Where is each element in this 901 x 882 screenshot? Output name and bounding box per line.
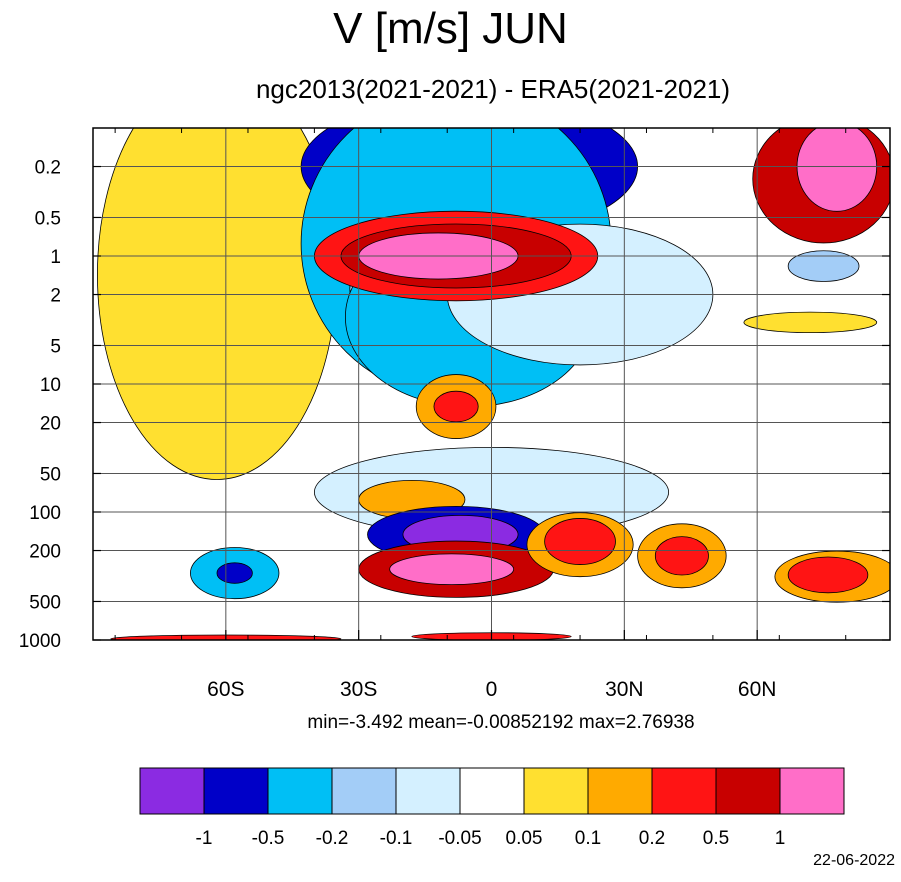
chart-title: V [m/s] JUN — [333, 4, 568, 53]
contour-field — [97, 128, 890, 640]
chart-subtitle: ngc2013(2021-2021) - ERA5(2021-2021) — [255, 74, 731, 104]
colorbar-swatch — [779, 767, 845, 815]
contour-region-19 — [743, 311, 878, 334]
contour-region-25 — [389, 553, 515, 585]
contour-region-16 — [787, 250, 860, 282]
y-tick-label: 20 — [40, 414, 61, 435]
y-tick-label: 1 — [50, 247, 61, 268]
colorbar-swatch — [267, 767, 333, 815]
x-tick-label: 30S — [340, 678, 377, 701]
y-tick-label: 50 — [40, 464, 61, 485]
colorbar-swatch — [139, 767, 205, 815]
colorbar-swatch — [715, 767, 781, 815]
y-tick-label: 5 — [50, 336, 61, 357]
y-tick-label: 2 — [50, 286, 61, 307]
x-tick-label: 30N — [605, 678, 644, 701]
date-stamp: 22-06-2022 — [813, 852, 895, 869]
y-tick-label: 500 — [29, 592, 61, 613]
colorbar-swatch — [459, 767, 525, 815]
y-tick-label: 10 — [40, 375, 61, 396]
y-tick-label: 0.2 — [35, 158, 61, 179]
y-tick-label: 1000 — [19, 631, 61, 652]
x-tick-label: 60N — [738, 678, 777, 701]
contour-region-29 — [654, 536, 709, 576]
colorbar-swatch — [523, 767, 589, 815]
y-tick-label: 100 — [29, 503, 61, 524]
colorbar-label: 0.1 — [575, 828, 601, 849]
colorbar-label: 0.2 — [639, 828, 665, 849]
contour-region-31 — [787, 556, 869, 594]
stats-line: min=-3.492 mean=-0.00852192 max=2.76938 — [307, 712, 695, 733]
colorbar: -1 -0.5 -0.2 -0.1 -0.05 0.05 0.1 0.2 0.5 1 — [139, 767, 845, 849]
contour-region-18 — [433, 390, 479, 423]
colorbar-swatch — [203, 767, 269, 815]
colorbar-swatch — [395, 767, 461, 815]
x-tick-label: 0 — [486, 678, 498, 701]
y-tick-label: 200 — [29, 542, 61, 563]
colorbar-swatch — [587, 767, 653, 815]
contour-region-4 — [97, 128, 337, 480]
colorbar-label: 0.05 — [506, 828, 543, 849]
contour-region-27 — [544, 518, 616, 565]
x-tick-label: 60S — [207, 678, 244, 701]
colorbar-label: -0.2 — [316, 828, 349, 849]
colorbar-swatch — [331, 767, 397, 815]
y-tick-label: 0.5 — [35, 208, 61, 229]
x-axis: 60S 30S 0 30N 60N — [114, 128, 847, 701]
colorbar-swatch — [651, 767, 717, 815]
contour-region-33 — [216, 562, 253, 584]
colorbar-label: -0.05 — [438, 828, 481, 849]
colorbar-label: 0.5 — [703, 828, 729, 849]
colorbar-label: -0.5 — [252, 828, 285, 849]
y-axis: 0.2 0.5 1 2 5 10 20 50 100 200 500 1000 — [19, 158, 890, 652]
colorbar-label: -1 — [196, 828, 213, 849]
colorbar-label: -0.1 — [380, 828, 413, 849]
colorbar-label: 1 — [775, 828, 786, 849]
